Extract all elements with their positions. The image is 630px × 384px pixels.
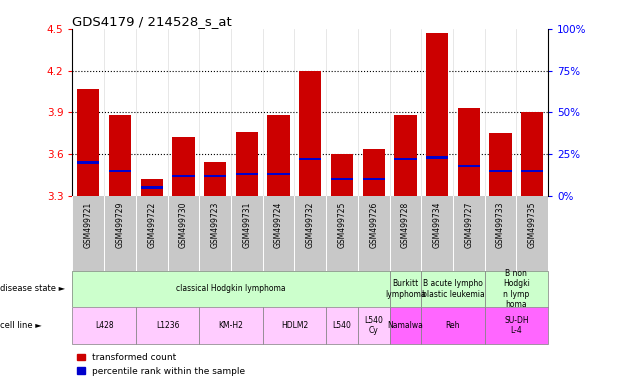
Legend: transformed count, percentile rank within the sample: transformed count, percentile rank withi… — [77, 353, 246, 376]
Bar — [458, 108, 480, 196]
Bar — [458, 164, 480, 167]
Bar — [521, 169, 543, 172]
Bar — [394, 115, 416, 196]
Text: SU-DH
L-4: SU-DH L-4 — [504, 316, 529, 335]
Text: Namalwa: Namalwa — [387, 321, 423, 330]
Bar — [109, 115, 131, 196]
Bar — [363, 178, 385, 180]
Bar — [173, 137, 195, 196]
Bar — [389, 271, 421, 307]
Text: HDLM2: HDLM2 — [281, 321, 308, 330]
Text: GSM499721: GSM499721 — [84, 202, 93, 248]
Text: GSM499733: GSM499733 — [496, 202, 505, 248]
Bar — [109, 169, 131, 172]
Bar — [72, 307, 136, 344]
Bar — [263, 307, 326, 344]
Bar — [521, 112, 543, 196]
Text: Reh: Reh — [445, 321, 461, 330]
Text: GSM499732: GSM499732 — [306, 202, 315, 248]
Text: GSM499728: GSM499728 — [401, 202, 410, 248]
Text: GDS4179 / 214528_s_at: GDS4179 / 214528_s_at — [72, 15, 232, 28]
Text: GSM499729: GSM499729 — [115, 202, 125, 248]
Bar — [77, 89, 100, 196]
Bar — [204, 162, 226, 196]
Text: L428: L428 — [95, 321, 113, 330]
Bar — [204, 175, 226, 177]
Bar — [426, 33, 448, 196]
Bar — [389, 307, 421, 344]
Bar — [299, 158, 321, 161]
Text: KM-H2: KM-H2 — [219, 321, 243, 330]
Text: GSM499724: GSM499724 — [274, 202, 283, 248]
Text: classical Hodgkin lymphoma: classical Hodgkin lymphoma — [176, 285, 286, 293]
Text: L540: L540 — [333, 321, 352, 330]
Bar — [140, 186, 163, 189]
Bar — [363, 149, 385, 196]
Bar — [421, 307, 484, 344]
Bar — [268, 173, 290, 175]
Bar — [331, 154, 353, 196]
Text: B non
Hodgki
n lymp
homa: B non Hodgki n lymp homa — [503, 269, 530, 309]
Text: GSM499731: GSM499731 — [243, 202, 251, 248]
Bar — [299, 71, 321, 196]
Bar — [77, 161, 100, 164]
Bar — [236, 132, 258, 196]
Bar — [236, 173, 258, 175]
Bar — [490, 133, 512, 196]
Text: GSM499723: GSM499723 — [210, 202, 220, 248]
Bar — [72, 271, 389, 307]
Text: GSM499734: GSM499734 — [433, 202, 442, 248]
Bar — [140, 179, 163, 196]
Text: GSM499730: GSM499730 — [179, 202, 188, 248]
Bar — [484, 307, 548, 344]
Text: GSM499727: GSM499727 — [464, 202, 473, 248]
Text: GSM499726: GSM499726 — [369, 202, 378, 248]
Text: Burkitt
lymphoma: Burkitt lymphoma — [385, 279, 426, 299]
Bar — [426, 156, 448, 159]
Text: L540
Cy: L540 Cy — [364, 316, 383, 335]
Bar — [421, 271, 484, 307]
Bar — [331, 178, 353, 180]
Bar — [268, 115, 290, 196]
Text: L1236: L1236 — [156, 321, 180, 330]
Text: GSM499735: GSM499735 — [528, 202, 537, 248]
Text: disease state ►: disease state ► — [0, 285, 65, 293]
Bar — [199, 307, 263, 344]
Bar — [484, 271, 548, 307]
Bar — [394, 158, 416, 161]
Bar — [136, 307, 199, 344]
Text: GSM499725: GSM499725 — [338, 202, 346, 248]
Bar — [326, 307, 358, 344]
Text: B acute lympho
blastic leukemia: B acute lympho blastic leukemia — [421, 279, 484, 299]
Bar — [173, 175, 195, 177]
Text: cell line ►: cell line ► — [0, 321, 42, 330]
Bar — [490, 169, 512, 172]
Bar — [358, 307, 389, 344]
Text: GSM499722: GSM499722 — [147, 202, 156, 248]
